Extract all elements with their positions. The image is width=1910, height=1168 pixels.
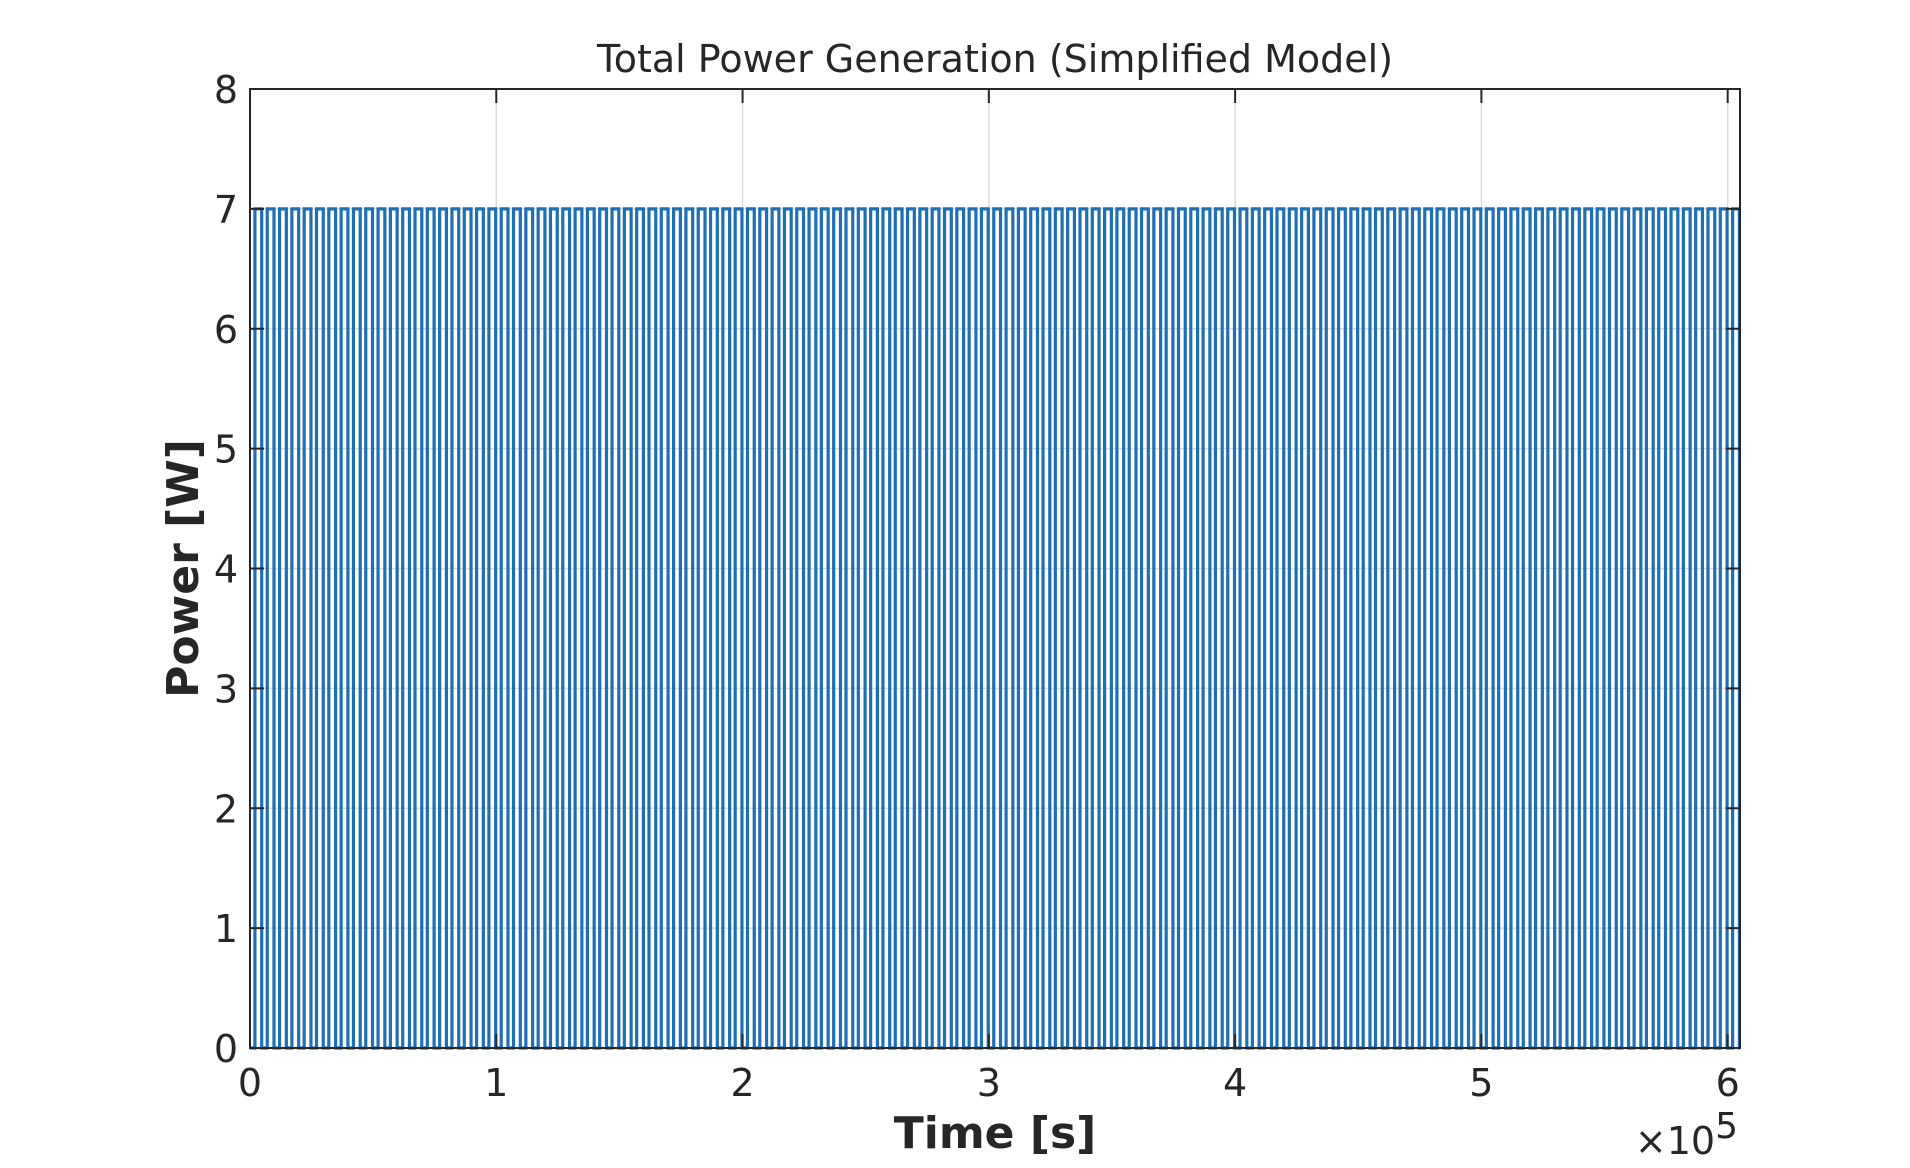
y-tick-label: 7	[214, 188, 238, 232]
y-axis-title: Power [W]	[158, 439, 209, 698]
y-tick-label: 0	[214, 1027, 238, 1071]
x-tick-label: 6	[1716, 1061, 1740, 1105]
x-tick-label: 1	[484, 1061, 508, 1105]
x-tick-label: 3	[977, 1061, 1001, 1105]
x-tick-label: 0	[238, 1061, 262, 1105]
y-tick-label: 3	[214, 667, 238, 711]
x-axis-title: Time [s]	[894, 1108, 1097, 1159]
y-tick-labels: 0 1 2 3 4 5 6 7 8	[214, 68, 238, 1071]
x-exponent-base: ×10	[1635, 1119, 1715, 1163]
x-tick-label: 4	[1223, 1061, 1247, 1105]
x-tick-labels: 0 1 2 3 4 5 6	[238, 1061, 1740, 1105]
y-tick-label: 8	[214, 68, 238, 112]
x-tick-label: 2	[730, 1061, 754, 1105]
x-axis-exponent: ×105	[1635, 1106, 1738, 1163]
y-tick-label: 5	[214, 428, 238, 472]
y-tick-label: 6	[214, 308, 238, 352]
y-tick-label: 1	[214, 907, 238, 951]
chart-title: Total Power Generation (Simplified Model…	[596, 37, 1393, 81]
y-tick-label: 2	[214, 787, 238, 831]
x-exponent-power: 5	[1715, 1106, 1738, 1147]
x-tick-label: 5	[1469, 1061, 1493, 1105]
axis-ticks	[249, 88, 1740, 1049]
y-tick-label: 4	[214, 548, 238, 592]
